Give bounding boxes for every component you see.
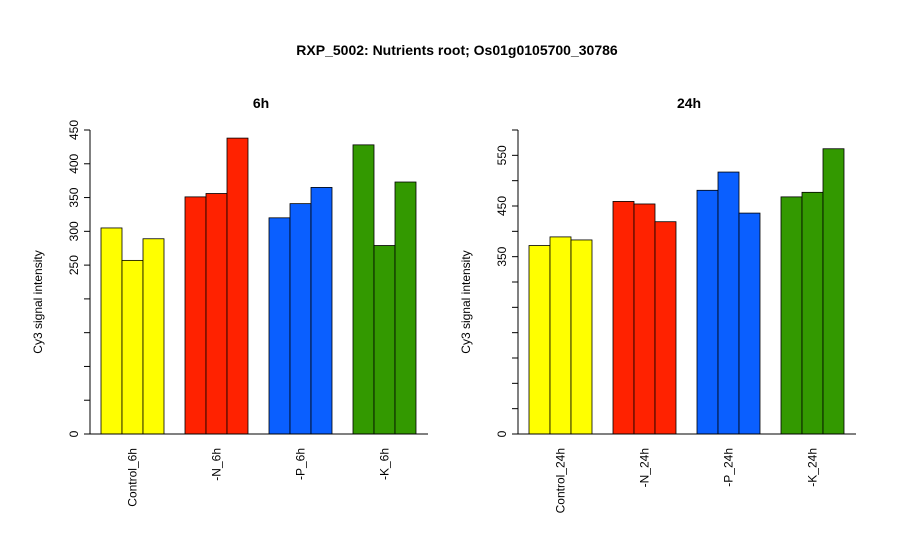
bar <box>654 221 677 435</box>
figure-title: RXP_5002: Nutrients root; Os01g0105700_3… <box>296 42 618 58</box>
bar <box>394 181 417 435</box>
bar <box>780 196 803 435</box>
y-tick-label: 550 <box>495 145 509 165</box>
y-tick-label: 0 <box>67 430 81 437</box>
panel-title: 24h <box>677 95 701 111</box>
category-label: -K_6h <box>378 448 392 480</box>
category-label: -N_6h <box>210 448 224 481</box>
bar <box>226 137 249 435</box>
bar <box>570 239 593 435</box>
y-axis-label: Cy3 signal intensity <box>31 250 45 353</box>
chart-panel-1: 24h 0 350 450 550 Cy3 signal intensity Control… <box>459 95 856 513</box>
bar <box>121 259 144 435</box>
y-tick-label: 300 <box>67 221 81 241</box>
bar <box>612 201 635 435</box>
bar <box>528 245 551 435</box>
bar <box>801 191 824 435</box>
category-label: -N_24h <box>638 448 652 487</box>
chart-panel-0: 6h 0 250 300 350 400 450 Cy3 signal intensity Co… <box>31 95 428 507</box>
y-tick-label: 350 <box>495 246 509 266</box>
bar <box>142 238 165 435</box>
category-label: -P_24h <box>722 448 736 487</box>
bar <box>717 171 740 435</box>
bar <box>268 217 291 435</box>
bar <box>100 227 123 435</box>
bar <box>738 212 761 435</box>
category-label: Control_6h <box>126 448 140 507</box>
bar <box>184 196 207 435</box>
panel-title: 6h <box>253 95 269 111</box>
y-tick-label: 350 <box>67 187 81 207</box>
bar <box>310 187 333 435</box>
y-tick-label: 450 <box>67 120 81 140</box>
bar <box>822 148 845 435</box>
bar <box>633 203 656 435</box>
bar <box>549 236 572 435</box>
bar <box>352 144 375 435</box>
bar <box>289 203 312 435</box>
category-label: -P_6h <box>294 448 308 480</box>
y-axis-label: Cy3 signal intensity <box>459 250 473 353</box>
y-tick-label: 0 <box>495 430 509 437</box>
bar <box>696 189 719 435</box>
bar <box>205 193 228 435</box>
y-tick-label: 400 <box>67 153 81 173</box>
y-tick-label: 450 <box>495 196 509 216</box>
bar <box>373 245 396 435</box>
category-label: Control_24h <box>554 448 568 513</box>
category-label: -K_24h <box>806 448 820 487</box>
y-tick-label: 250 <box>67 255 81 275</box>
